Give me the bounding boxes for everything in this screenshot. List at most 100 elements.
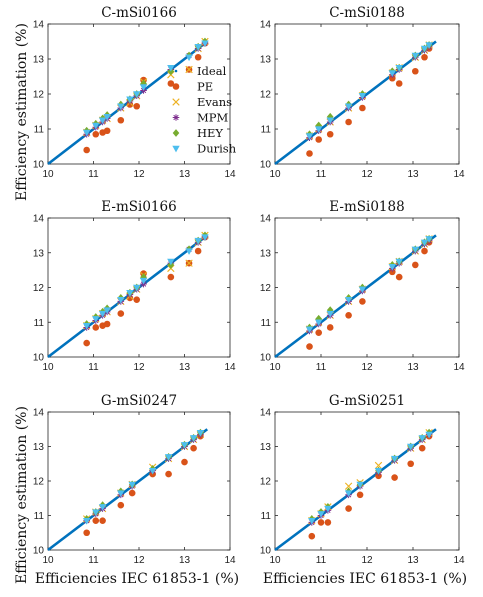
durish-point [324,505,332,513]
durish-point [390,455,399,463]
pe-point [395,273,403,281]
durish-point [344,490,353,497]
pe-point [133,102,141,110]
x-tick-label: 13 [179,555,191,566]
legend-label: HEY [197,126,223,140]
y-tick-label: 13 [33,248,45,259]
legend-label: PE [197,80,213,94]
series-durish [308,431,433,525]
durish-point [185,54,193,62]
y-tick-label: 13 [33,55,45,66]
durish-point [82,129,91,137]
legend-marker-mpm [172,114,180,121]
x-tick-label: 10 [42,555,54,566]
durish-point [92,122,100,130]
durish-point [388,263,396,271]
durish-point [315,319,323,327]
pe-point [412,67,419,75]
durish-point [180,442,189,449]
durish-point [395,65,403,72]
durish-point [305,133,314,140]
y-tick-label: 14 [260,408,272,419]
durish-point [201,234,209,242]
pe-point [395,80,403,87]
pe-point [359,298,366,305]
x-tick-label: 14 [224,555,236,566]
pe-point [92,517,100,524]
y-tick-label: 10 [260,546,272,557]
y-tick-label: 12 [33,90,45,101]
subplot-title: E-mSi0188 [329,199,404,215]
legend-marker-ideal [174,69,178,73]
durish-point [98,117,107,125]
subplot-c-msi0188: C-mSi0188 10 11 12 13 14 10 11 12 13 14 [260,5,465,180]
pe-point [103,127,111,135]
y-tick-label: 10 [260,353,272,364]
evans-point [374,461,383,470]
pe-point [103,320,111,328]
pe-point [359,104,366,112]
series-durish [305,42,433,140]
legend-marker-hey [172,129,180,137]
pe-point [167,80,175,87]
x-tick-label: 11 [316,169,327,180]
legend-label: MPM [197,111,229,125]
durish-point [196,430,205,437]
series-durish [82,234,209,330]
pe-point [306,343,313,350]
durish-point [117,296,125,304]
durish-point [395,258,403,266]
y-tick-label: 12 [33,283,45,294]
pe-point [356,491,364,499]
y-tick-label: 10 [33,353,45,364]
series-durish [82,430,205,525]
legend-marker-pe [172,83,180,90]
pe-point [345,312,352,319]
ideal-line [274,234,437,359]
pe-point [421,247,428,255]
durish-point [411,246,419,254]
subplot-title: E-mSi0166 [101,199,176,215]
durish-point [167,65,175,72]
y-tick-label: 10 [260,160,272,171]
y-tick-label: 14 [33,214,45,225]
series-durish [82,40,209,137]
x-tick-label: 12 [361,555,373,566]
durish-point [326,117,334,125]
y-tick-label: 11 [34,125,45,136]
pe-point [407,460,415,468]
x-tick-label: 10 [42,169,54,180]
y-tick-label: 13 [260,248,272,259]
subplot-grid: C-mSi0166 10 11 12 13 14 10 11 12 13 14 C-mSi0188 10… [33,5,465,566]
durish-point [194,44,202,51]
durish-point [344,103,353,111]
ideal-line [47,428,209,552]
legend-item-hey: HEY [172,126,223,140]
y-tick-label: 12 [260,477,272,488]
subplot-title: C-mSi0166 [101,5,177,21]
y-tick-label: 14 [33,408,45,419]
x-tick-label: 14 [224,362,236,373]
x-tick-label: 14 [453,169,465,180]
pe-point [306,150,313,157]
durish-point [98,310,107,318]
durish-point [315,126,323,133]
x-tick-label: 10 [269,555,281,566]
pe-point [133,296,141,303]
durish-point [103,307,111,314]
pe-point [421,53,428,61]
subplot-title: G-mSi0251 [329,393,405,409]
series-durish [305,236,433,334]
pe-point [418,444,426,452]
durish-point [425,431,433,439]
durish-point [356,481,364,489]
y-tick-label: 11 [261,125,272,136]
x-axis-label-left: Efficiencies IEC 61853-1 (%) [35,571,239,587]
subplot-e-msi0166: E-mSi0166 10 11 12 13 14 10 11 12 13 14 [33,199,236,373]
durish-point [82,517,91,525]
durish-point [374,467,383,475]
durish-point [133,91,141,98]
durish-point [103,114,111,121]
